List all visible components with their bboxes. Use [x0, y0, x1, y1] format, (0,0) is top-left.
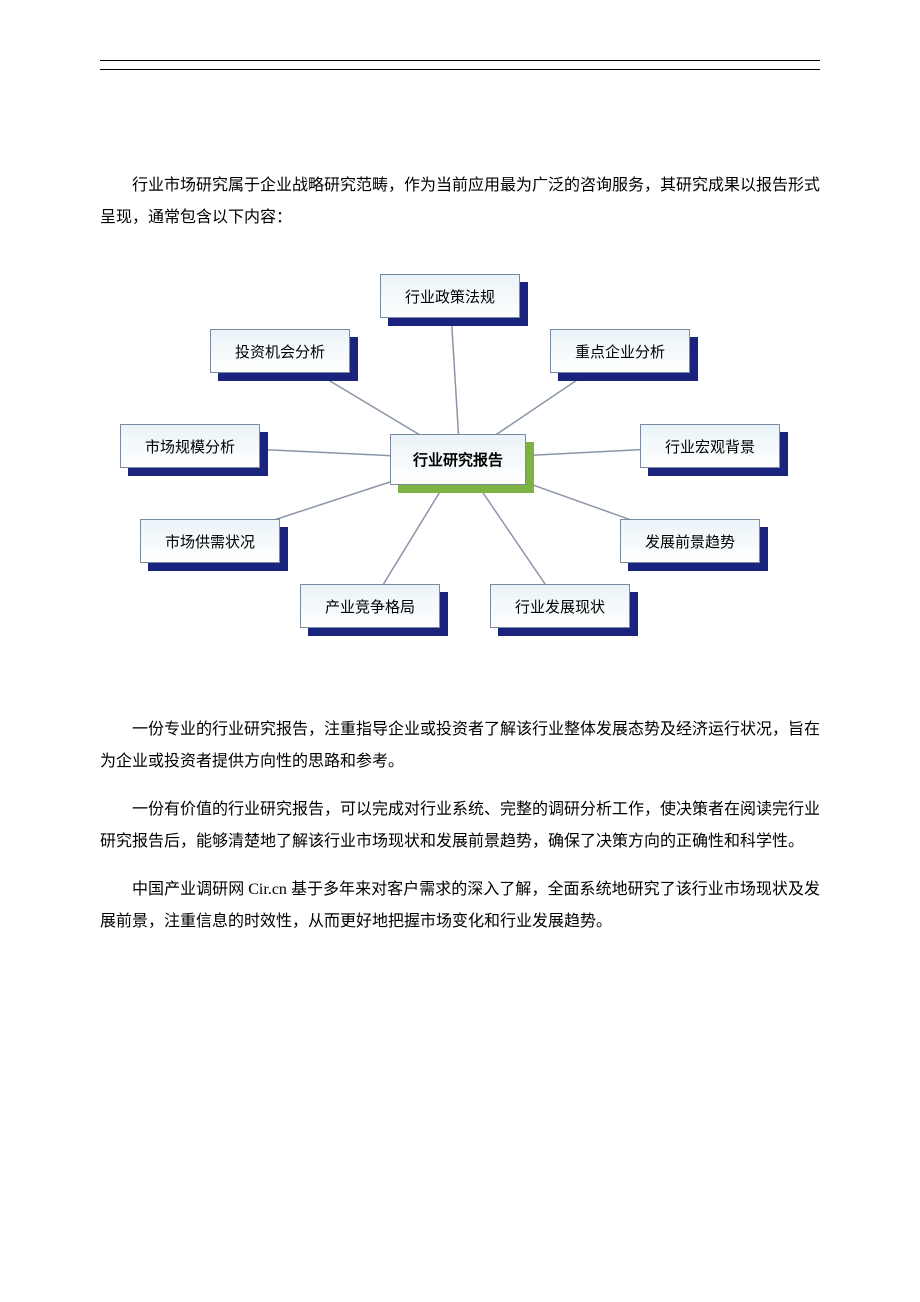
body-paragraph-3: 中国产业调研网 Cir.cn 基于多年来对客户需求的深入了解，全面系统地研究了该… — [100, 874, 820, 938]
research-report-diagram: 行业政策法规投资机会分析 重点企业分析市场规模分析 行业宏观背景市场供需状况 发展前景… — [100, 274, 820, 654]
diagram-node-compete: 产业竞争格局 — [300, 584, 440, 628]
header-rule-upper — [100, 60, 820, 61]
diagram-node-invest: 投资机会分析 — [210, 329, 350, 373]
node-label: 行业宏观背景 — [640, 424, 780, 468]
node-label: 产业竞争格局 — [300, 584, 440, 628]
node-label: 行业政策法规 — [380, 274, 520, 318]
header-rule-lower — [100, 69, 820, 70]
diagram-node-status: 行业发展现状 — [490, 584, 630, 628]
diagram-node-policy: 行业政策法规 — [380, 274, 520, 318]
node-label: 投资机会分析 — [210, 329, 350, 373]
document-page: 行业市场研究属于企业战略研究范畴，作为当前应用最为广泛的咨询服务，其研究成果以报… — [0, 0, 920, 1014]
body-paragraph-2: 一份有价值的行业研究报告，可以完成对行业系统、完整的调研分析工作，使决策者在阅读… — [100, 794, 820, 858]
body-paragraph-1: 一份专业的行业研究报告，注重指导企业或投资者了解该行业整体发展态势及经济运行状况… — [100, 714, 820, 778]
center-label: 行业研究报告 — [390, 434, 526, 485]
diagram-node-supply: 市场供需状况 — [140, 519, 280, 563]
intro-paragraph: 行业市场研究属于企业战略研究范畴，作为当前应用最为广泛的咨询服务，其研究成果以报… — [100, 170, 820, 234]
diagram-node-enterprise: 重点企业分析 — [550, 329, 690, 373]
node-label: 市场供需状况 — [140, 519, 280, 563]
diagram-node-prospect: 发展前景趋势 — [620, 519, 760, 563]
diagram-center-node: 行业研究报告 — [390, 434, 526, 485]
node-label: 行业发展现状 — [490, 584, 630, 628]
node-label: 市场规模分析 — [120, 424, 260, 468]
diagram-node-scale: 市场规模分析 — [120, 424, 260, 468]
node-label: 发展前景趋势 — [620, 519, 760, 563]
node-label: 重点企业分析 — [550, 329, 690, 373]
diagram-node-macro: 行业宏观背景 — [640, 424, 780, 468]
